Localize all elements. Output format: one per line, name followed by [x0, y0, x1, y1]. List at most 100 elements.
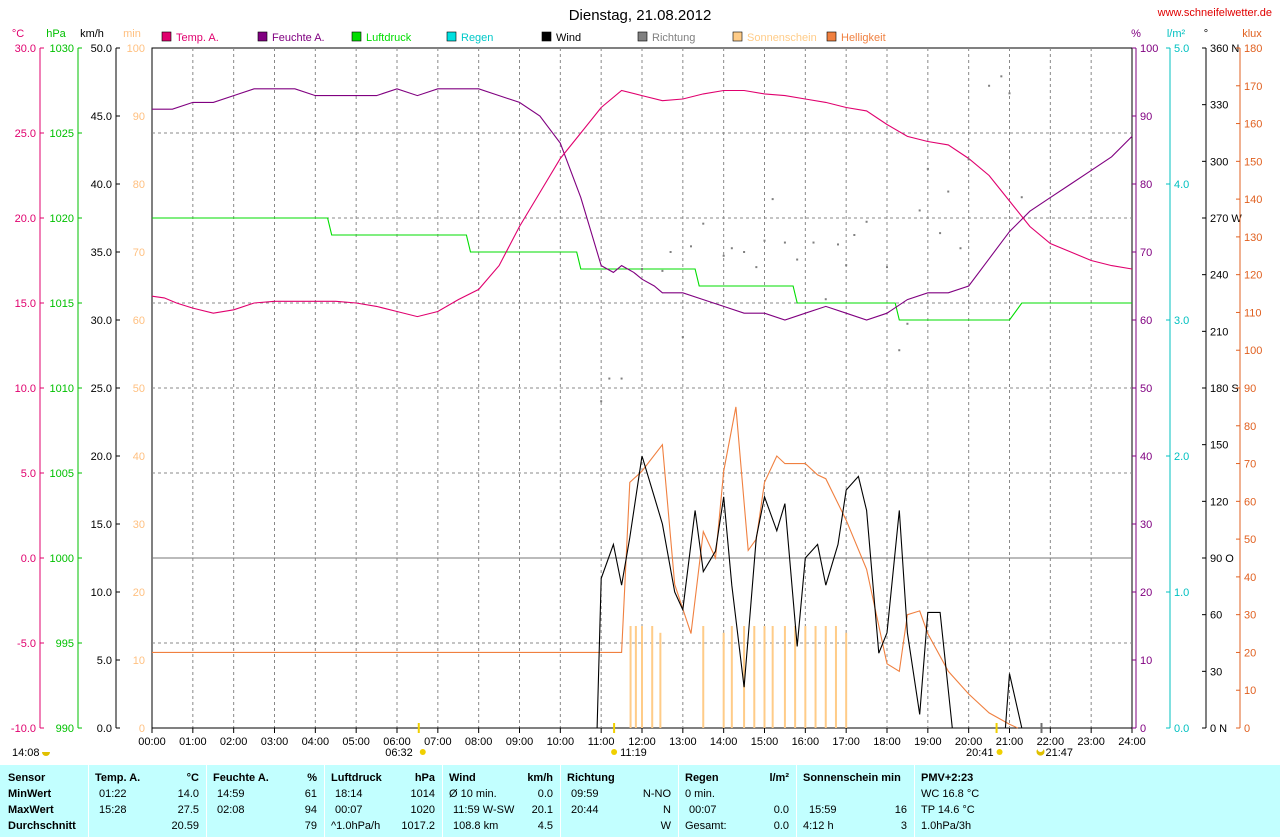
dir-max-time: 20:44 [571, 804, 599, 816]
direction-point [853, 234, 856, 236]
wind-tick-label: 5.0 [97, 655, 112, 667]
stats-col-rain: Regen l/m² 0 min. 00:07 0.0 Gesamt: 0.0 [679, 765, 795, 837]
sunset-label: 20:41 [966, 747, 994, 759]
humidity-tick-label: 50 [1140, 383, 1152, 395]
x-tick-label: 13:00 [669, 736, 697, 748]
direction-point [771, 198, 774, 201]
direction-point [926, 167, 929, 170]
lux-tick-label: 10 [1244, 685, 1256, 697]
noon-label: 11:19 [620, 747, 647, 759]
stats-col-humidity: Feuchte A.% 14:59 61 02:08 94 79 [207, 765, 323, 837]
lux-unit-label: klux [1242, 28, 1262, 40]
x-tick-label: 08:00 [465, 736, 493, 748]
sunshine-bar [634, 626, 637, 728]
direction-tick-label: 330 [1210, 100, 1228, 112]
x-tick-label: 06:00 [383, 736, 411, 748]
temp-tick-label: 5.0 [21, 468, 36, 480]
stats-col-pmv: PMV+2:23 WC 16.8 °C TP 14.6 °C 1.0hPa/3h [915, 765, 1035, 837]
direction-point [824, 298, 827, 301]
sunshine-bar [763, 626, 766, 728]
rain-unit-label: l/m² [1167, 28, 1186, 40]
wind-header: Wind [449, 772, 476, 784]
direction-point [763, 239, 766, 242]
temp-min-value: 14.0 [177, 788, 199, 800]
weather-chart: Dienstag, 21.08.2012 www.schneifelwetter… [11, 7, 1272, 759]
direction-point [690, 245, 692, 248]
sun-total: 4:12 h [803, 820, 834, 832]
sunrise-label: 06:32 [385, 747, 413, 759]
humidity-tick-label: 60 [1140, 315, 1152, 327]
x-tick-label: 02:00 [220, 736, 248, 748]
dir-header: Richtung [567, 772, 615, 784]
lux-tick-label: 100 [1244, 345, 1262, 357]
temp-tick-label: 30.0 [15, 43, 36, 55]
sunshine-bar [702, 626, 705, 728]
moonset-icon [1036, 749, 1045, 756]
legend-swatch [637, 31, 648, 42]
direction-point [702, 222, 705, 225]
wind-tick-label: 20.0 [91, 451, 112, 463]
x-tick-label: 03:00 [261, 736, 289, 748]
wind-min-note: Ø 10 min. [449, 788, 497, 800]
legend-swatch [257, 31, 268, 42]
temp-header: Temp. A. [95, 772, 141, 784]
legend-label: Richtung [652, 32, 695, 44]
x-tick-label: 04:00 [302, 736, 330, 748]
sunset-icon [996, 749, 1003, 755]
x-tick-label: 09:00 [506, 736, 534, 748]
sunshine-bar [722, 632, 725, 728]
press-avg-value: 1017.2 [401, 820, 435, 832]
row-label-max: MaxWert [8, 804, 54, 816]
x-tick-label: 19:00 [914, 736, 942, 748]
row-label-min: MinWert [8, 788, 52, 800]
temp-unit: °C [186, 772, 199, 784]
direction-tick-label: 60 [1210, 610, 1222, 622]
sunshine-bar [845, 632, 848, 728]
direction-point [865, 220, 868, 223]
sunshine-bars [629, 626, 848, 728]
sunshine-bar [641, 626, 643, 728]
pressure-tick-label: 1020 [50, 213, 74, 225]
hum-avg-value: 79 [304, 820, 317, 832]
x-tick-label: 12:00 [628, 736, 656, 748]
sunshine-bar [783, 626, 786, 728]
series-line-temp-a- [151, 89, 1133, 318]
sun-tick-label: 100 [127, 43, 145, 55]
wind-max-time: 11:59 W-SW [453, 804, 515, 816]
legend-label: Feuchte A. [272, 32, 325, 44]
sun-max-time: 15:59 [809, 804, 837, 816]
sun-header: Sonnenschein min [803, 772, 901, 784]
wind-max-value: 20.1 [531, 804, 553, 816]
stats-col-temp: Temp. A. °C 01:22 14.0 15:28 27.5 20.59 [89, 765, 205, 837]
humidity-tick-label: 100 [1140, 43, 1158, 55]
direction-point [743, 251, 746, 253]
temp-tick-label: -10.0 [11, 723, 36, 735]
direction-tick-label: 120 [1210, 496, 1228, 508]
direction-points [600, 75, 1023, 403]
press-max-value: 1020 [410, 804, 435, 816]
lux-tick-label: 0 [1244, 723, 1250, 735]
temp-tick-label: -5.0 [17, 638, 36, 650]
stats-col-direction: Richtung 09:59 N-NO 20:44 N W [561, 765, 677, 837]
stats-col-pressure: Luftdruck hPa 18:14 1014 00:07 1020 ^1.0hPa… [325, 765, 441, 837]
lux-tick-label: 120 [1244, 270, 1262, 282]
sun-tick-label: 80 [133, 179, 145, 191]
pmv-tp: TP 14.6 °C [921, 804, 975, 816]
direction-point [886, 266, 888, 269]
wind-distance: 108.8 km [453, 820, 499, 832]
stats-panel: Sensor MinWert MaxWert Durchschnitt Temp… [0, 765, 1280, 837]
humidity-unit-label: % [1131, 28, 1141, 40]
hum-max-time: 02:08 [217, 804, 245, 816]
sunshine-bar [659, 632, 662, 728]
wind-tick-label: 40.0 [91, 179, 112, 191]
sunshine-bar [834, 626, 837, 728]
sunshine-bar [771, 626, 774, 728]
pmv-wc: WC 16.8 °C [921, 788, 980, 800]
wind-tick-label: 35.0 [91, 247, 112, 259]
humidity-tick-label: 0 [1140, 723, 1146, 735]
lux-tick-label: 90 [1244, 383, 1256, 395]
direction-point [906, 322, 909, 325]
pmv-trend: 1.0hPa/3h [921, 820, 972, 832]
direction-point [967, 158, 970, 161]
lux-tick-label: 140 [1244, 194, 1262, 206]
